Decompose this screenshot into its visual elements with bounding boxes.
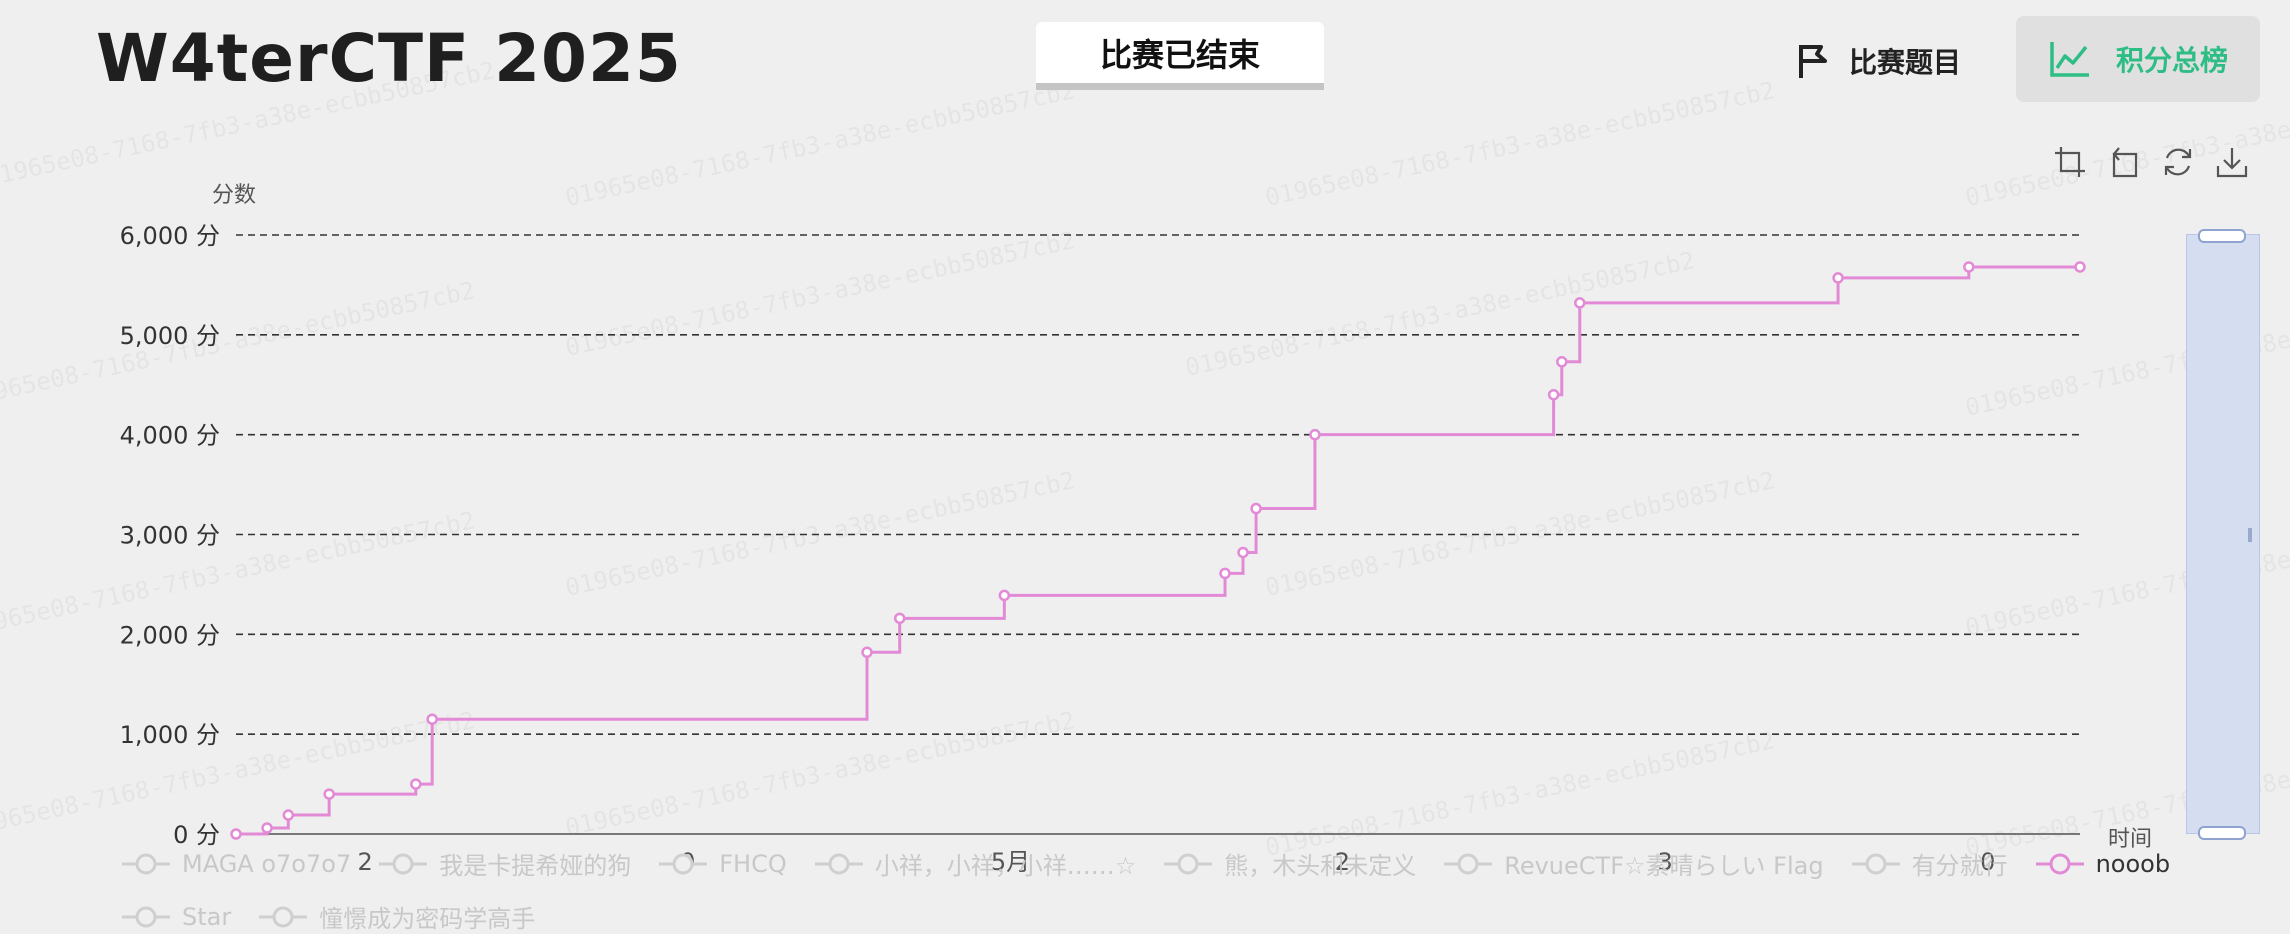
data-point bbox=[1964, 262, 1973, 271]
data-point bbox=[1310, 430, 1319, 439]
data-point bbox=[1834, 273, 1843, 282]
legend-item[interactable]: 有分就行 bbox=[1850, 846, 2008, 881]
y-tick-label: 6,000 分 bbox=[120, 222, 220, 250]
data-point bbox=[284, 811, 293, 820]
legend-item[interactable]: 憧憬成为密码学高手 bbox=[257, 899, 535, 934]
legend-item[interactable]: Star bbox=[120, 899, 231, 934]
data-point bbox=[863, 648, 872, 657]
legend-label: 我是卡提希娅的狗 bbox=[439, 846, 631, 881]
data-point bbox=[1549, 390, 1558, 399]
data-point bbox=[411, 780, 420, 789]
data-point bbox=[1221, 569, 1230, 578]
data-point bbox=[1557, 357, 1566, 366]
data-point bbox=[2076, 262, 2085, 271]
legend-item[interactable]: RevueCTF☆素晴らしい Flag bbox=[1442, 846, 1823, 881]
data-point bbox=[895, 614, 904, 623]
y-axis-title: 分数 bbox=[212, 183, 256, 208]
legend-label: 有分就行 bbox=[1912, 846, 2008, 881]
legend-label: MAGA o7o7o7 bbox=[182, 850, 351, 878]
data-point bbox=[325, 790, 334, 799]
data-point bbox=[428, 715, 437, 724]
legend-item[interactable]: 熊，木头和未定义 bbox=[1162, 846, 1416, 881]
legend-marker-icon bbox=[1162, 853, 1214, 875]
legend-marker-icon bbox=[1850, 853, 1902, 875]
y-tick-label: 5,000 分 bbox=[120, 322, 220, 350]
legend-marker-icon bbox=[120, 906, 172, 928]
legend-marker-icon bbox=[813, 853, 865, 875]
y-tick-label: 3,000 分 bbox=[120, 522, 220, 550]
series-line-nooob bbox=[236, 267, 2080, 834]
data-point bbox=[1000, 591, 1009, 600]
legend-item[interactable]: 小祥，小祥，小祥……☆ bbox=[813, 846, 1137, 881]
data-point bbox=[1239, 548, 1248, 557]
data-point bbox=[1575, 298, 1584, 307]
legend-item[interactable]: FHCQ bbox=[657, 846, 787, 881]
zoom-slider-handle-bottom[interactable] bbox=[2198, 826, 2246, 840]
zoom-slider-grip[interactable] bbox=[2248, 528, 2252, 542]
legend-label: nooob bbox=[2096, 850, 2171, 878]
data-point bbox=[263, 824, 272, 833]
zoom-slider-handle-top[interactable] bbox=[2198, 229, 2246, 243]
legend-item[interactable]: MAGA o7o7o7 bbox=[120, 846, 351, 881]
y-tick-label: 1,000 分 bbox=[120, 721, 220, 749]
legend-marker-icon bbox=[257, 906, 309, 928]
legend-marker-icon bbox=[377, 853, 429, 875]
legend-label: 熊，木头和未定义 bbox=[1224, 846, 1416, 881]
y-tick-label: 0 分 bbox=[173, 821, 220, 849]
data-point bbox=[232, 830, 241, 839]
legend-label: 憧憬成为密码学高手 bbox=[319, 899, 535, 934]
legend-marker-icon bbox=[120, 853, 172, 875]
legend-label: Star bbox=[182, 903, 231, 931]
legend-item[interactable]: 我是卡提希娅的狗 bbox=[377, 846, 631, 881]
y-tick-label: 2,000 分 bbox=[120, 621, 220, 649]
legend-label: 小祥，小祥，小祥……☆ bbox=[875, 846, 1137, 881]
chart-legend: MAGA o7o7o7 我是卡提希娅的狗 FHCQ 小祥，小祥，小祥……☆ 熊，木头和未… bbox=[120, 846, 2280, 934]
legend-marker-icon bbox=[657, 853, 709, 875]
legend-marker-icon bbox=[1442, 853, 1494, 875]
y-tick-label: 4,000 分 bbox=[120, 422, 220, 450]
legend-item[interactable]: nooob bbox=[2034, 846, 2171, 881]
legend-label: FHCQ bbox=[719, 850, 787, 878]
legend-label: RevueCTF☆素晴らしい Flag bbox=[1504, 846, 1823, 881]
legend-marker-icon bbox=[2034, 853, 2086, 875]
data-point bbox=[1252, 504, 1261, 513]
